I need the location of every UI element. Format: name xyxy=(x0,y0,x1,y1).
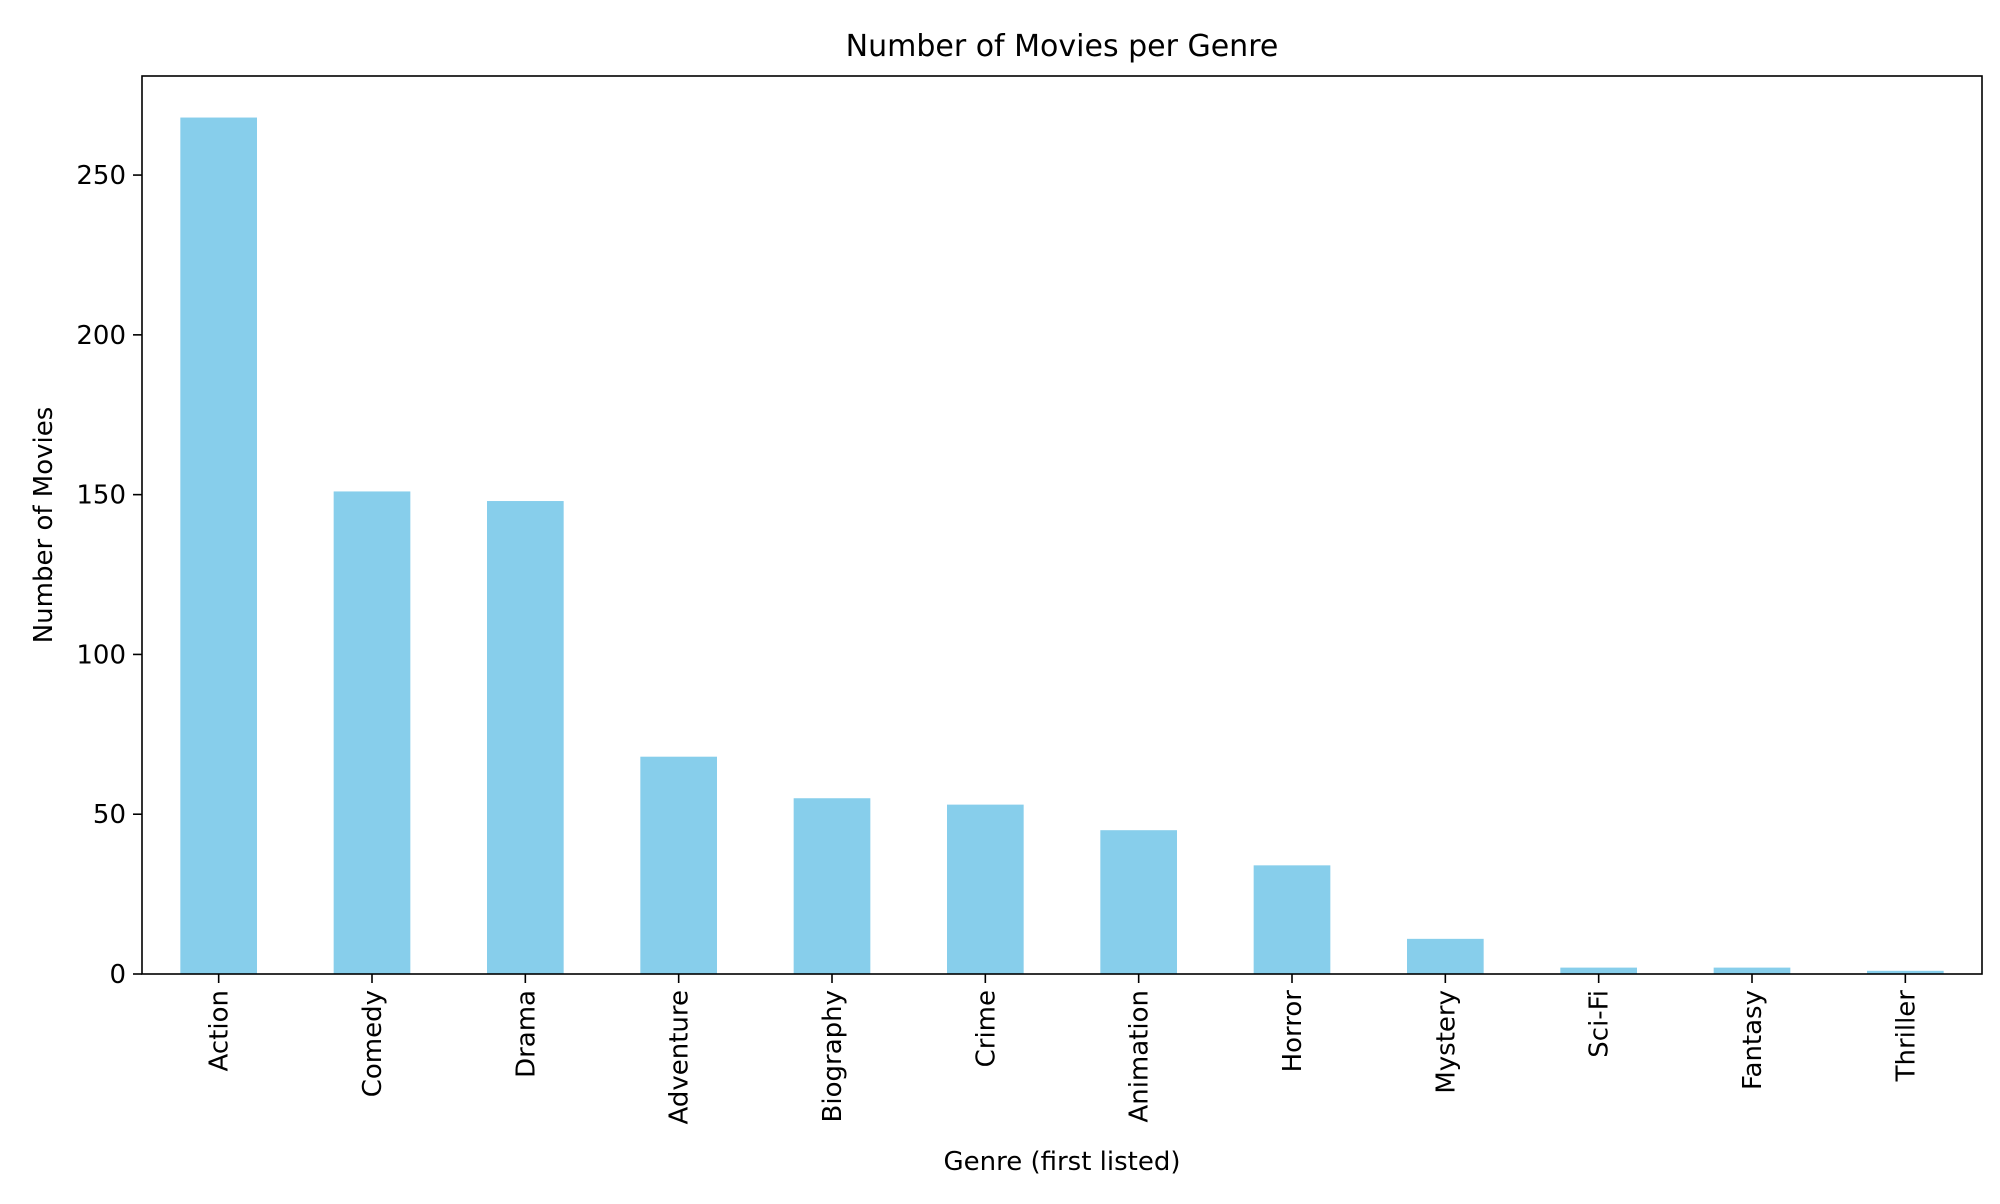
x-tick-label-thriller: Thriller xyxy=(1891,990,1921,1083)
x-axis: Action Comedy Drama Adventure Biography Crime… xyxy=(205,974,1921,1124)
y-tick-label-250: 250 xyxy=(76,161,126,191)
x-tick-label-horror: Horror xyxy=(1278,990,1308,1073)
x-tick-label-mystery: Mystery xyxy=(1431,990,1461,1094)
y-tick-label-100: 100 xyxy=(76,640,126,670)
bar-thriller xyxy=(1867,970,1944,974)
y-axis-label: Number of Movies xyxy=(29,407,59,644)
x-tick-label-crime: Crime xyxy=(971,990,1001,1067)
bar-drama xyxy=(487,501,564,974)
x-tick-label-action: Action xyxy=(205,990,235,1071)
bars xyxy=(180,117,1944,974)
y-tick-label-150: 150 xyxy=(76,481,126,511)
bar-animation xyxy=(1100,830,1177,974)
x-tick-label-fantasy: Fantasy xyxy=(1738,990,1768,1090)
x-axis-label: Genre (first listed) xyxy=(943,1147,1180,1177)
x-tick-label-animation: Animation xyxy=(1125,990,1155,1123)
x-tick-label-drama: Drama xyxy=(511,990,541,1078)
bar-comedy xyxy=(333,491,411,974)
bar-action xyxy=(180,117,257,974)
chart-title: Number of Movies per Genre xyxy=(846,29,1279,64)
x-tick-label-comedy: Comedy xyxy=(358,990,388,1097)
x-tick-label-biography: Biography xyxy=(818,990,848,1122)
bar-biography xyxy=(793,798,871,974)
bar-adventure xyxy=(640,756,717,974)
bar-crime xyxy=(947,804,1024,974)
bar-mystery xyxy=(1407,938,1484,974)
plot-frame xyxy=(141,75,1983,975)
y-tick-label-200: 200 xyxy=(76,321,126,351)
x-tick-label-adventure: Adventure xyxy=(665,990,695,1124)
bar-horror xyxy=(1253,865,1331,974)
bar-fantasy xyxy=(1713,967,1791,974)
x-tick-label-sci-fi: Sci-Fi xyxy=(1585,990,1615,1058)
bar-sci-fi xyxy=(1560,967,1637,974)
y-axis: 0 50 100 150 200 250 xyxy=(76,161,142,990)
y-tick-label-0: 0 xyxy=(109,960,126,990)
y-tick-label-50: 50 xyxy=(93,800,126,830)
